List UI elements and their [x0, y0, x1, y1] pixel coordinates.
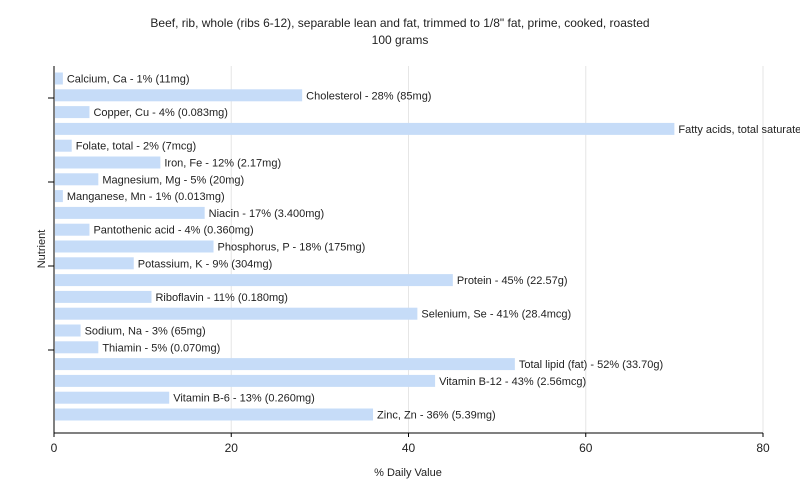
bar-label-17: Total lipid (fat) - 52% (33.70g) [519, 359, 663, 371]
bar-label-5: Iron, Fe - 12% (2.17mg) [164, 158, 281, 170]
bar-14 [55, 307, 418, 320]
bar-8 [55, 206, 205, 219]
x-tick-label-1: 20 [225, 441, 239, 455]
bar-label-2: Copper, Cu - 4% (0.083mg) [93, 107, 228, 119]
bars: Calcium, Ca - 1% (11mg) Cholesterol - 28%… [55, 72, 800, 422]
x-tick-label-4: 80 [756, 441, 770, 455]
bar-11 [55, 257, 134, 270]
bar-16 [55, 341, 99, 354]
bar-label-1: Cholesterol - 28% (85mg) [306, 90, 431, 102]
bar-label-0: Calcium, Ca - 1% (11mg) [67, 74, 190, 86]
chart-title: Beef, rib, whole (ribs 6-12), separable … [150, 16, 649, 30]
bar-label-16: Thiamin - 5% (0.070mg) [102, 342, 220, 354]
bar-2 [55, 106, 90, 119]
bar-label-9: Pantothenic acid - 4% (0.360mg) [93, 225, 253, 237]
bar-label-19: Vitamin B-6 - 13% (0.260mg) [173, 393, 315, 405]
bar-15 [55, 324, 81, 337]
bar-label-7: Manganese, Mn - 1% (0.013mg) [67, 191, 225, 203]
bar-12 [55, 274, 453, 287]
bar-label-4: Folate, total - 2% (7mcg) [76, 141, 196, 153]
x-axis-label: % Daily Value [374, 467, 442, 479]
bar-label-15: Sodium, Na - 3% (65mg) [85, 326, 206, 338]
bar-10 [55, 240, 214, 253]
chart-subtitle: 100 grams [372, 33, 429, 47]
x-tick-label-3: 60 [579, 441, 593, 455]
bar-20 [55, 408, 374, 421]
bar-label-14: Selenium, Se - 41% (28.4mcg) [421, 309, 571, 321]
bar-0 [55, 72, 63, 85]
bar-label-8: Niacin - 17% (3.400mg) [209, 208, 325, 220]
x-tick-label-2: 40 [402, 441, 416, 455]
bar-label-18: Vitamin B-12 - 43% (2.56mcg) [439, 376, 586, 388]
bar-label-6: Magnesium, Mg - 5% (20mg) [102, 174, 244, 186]
bar-label-11: Potassium, K - 9% (304mg) [138, 258, 273, 270]
bar-13 [55, 290, 152, 303]
bar-3 [55, 122, 675, 135]
bar-label-20: Zinc, Zn - 36% (5.39mg) [377, 410, 496, 422]
y-axis-label: Nutrient [36, 230, 48, 269]
bar-9 [55, 223, 90, 236]
bar-7 [55, 190, 63, 203]
bar-6 [55, 173, 99, 186]
bar-1 [55, 89, 303, 102]
bar-17 [55, 358, 515, 371]
bar-18 [55, 374, 436, 387]
x-tick-label-0: 0 [51, 441, 58, 455]
bar-label-13: Riboflavin - 11% (0.180mg) [155, 292, 287, 304]
bar-label-10: Phosphorus, P - 18% (175mg) [218, 242, 366, 254]
bar-label-3: Fatty acids, total saturated - 70% (13.9… [678, 124, 800, 136]
bar-19 [55, 391, 170, 404]
bar-5 [55, 156, 161, 169]
bar-4 [55, 139, 72, 152]
x-ticks: 0 20 40 60 80 [48, 97, 770, 455]
bar-label-12: Protein - 45% (22.57g) [457, 275, 568, 287]
